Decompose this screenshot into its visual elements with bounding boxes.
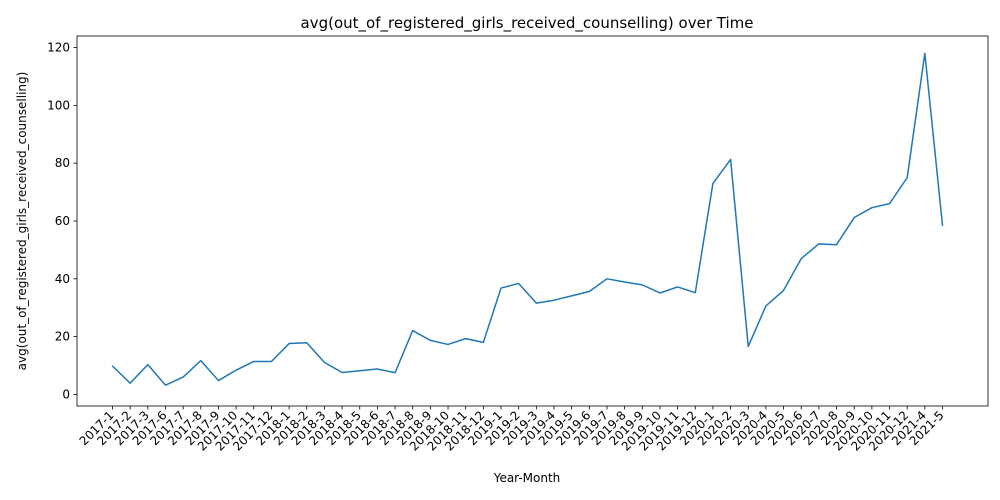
y-tick-label: 0 [62, 387, 70, 401]
y-tick-label: 100 [47, 98, 70, 112]
x-axis-label: Year-Month [493, 471, 561, 485]
y-tick-label: 20 [55, 330, 70, 344]
y-tick-label: 40 [55, 272, 70, 286]
data-series-line [111, 52, 944, 386]
y-axis-label: avg(out_of_registered_girls_received_cou… [15, 72, 29, 371]
y-tick-label: 120 [47, 41, 70, 55]
chart-title: avg(out_of_registered_girls_received_cou… [301, 14, 754, 33]
y-tick-label: 80 [55, 156, 70, 170]
y-tick-label: 60 [55, 214, 70, 228]
plot-area: 0204060801001202017-12017-22017-32017-62… [47, 35, 989, 454]
